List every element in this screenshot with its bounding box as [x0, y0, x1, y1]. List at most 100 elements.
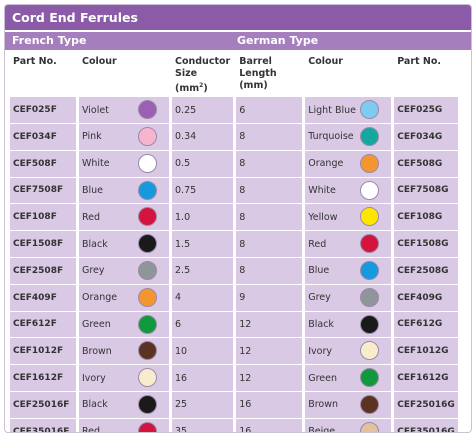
french-colour-name: Green: [82, 318, 111, 330]
french-colour-swatch: [138, 234, 157, 254]
barrel-length: 12: [236, 364, 303, 391]
french-part-number: CEF1612F: [10, 364, 76, 391]
french-colour-swatch: [138, 100, 157, 120]
french-colour-cell: Black: [79, 390, 169, 418]
german-colour-cell: Red: [305, 230, 392, 257]
barrel-length: 16: [236, 390, 303, 418]
german-colour-cell: White: [305, 176, 392, 204]
french-colour-name: Black: [82, 238, 108, 250]
german-part-number: CEF25016G: [394, 390, 459, 418]
conductor-size: 0.34: [172, 122, 234, 150]
german-colour-swatch: [360, 153, 380, 173]
conductor-size: 25: [172, 390, 234, 418]
german-part-number: CEF1012G: [394, 337, 459, 365]
german-part-number: CEF409G: [394, 283, 459, 311]
barrel-length: 8: [236, 122, 303, 150]
french-colour-swatch: [138, 260, 157, 280]
french-colour-swatch: [138, 341, 157, 361]
french-colour-cell: Green: [79, 310, 169, 338]
german-colour-cell: Black: [305, 310, 392, 338]
german-colour-swatch: [360, 314, 380, 334]
conductor-size: 16: [172, 364, 234, 391]
german-colour-cell: Blue: [305, 256, 392, 284]
barrel-length: 8: [236, 149, 303, 177]
german-colour-name: Ivory: [308, 345, 332, 357]
german-colour-name: Light Blue: [308, 104, 356, 116]
conductor-size: 2.5: [172, 256, 234, 284]
conductor-size: 1.5: [172, 230, 234, 257]
french-colour-swatch: [138, 394, 157, 414]
type-header-bar: French Type German Type: [5, 32, 471, 50]
french-colour-name: Red: [82, 426, 101, 433]
french-part-number: CEF25016F: [10, 390, 76, 418]
german-colour-swatch: [360, 234, 380, 254]
table-row: CEF1508F Black 1.5 8 Red CEF1508G: [10, 230, 459, 257]
french-part-number: CEF2508F: [10, 256, 76, 284]
barrel-length: 8: [236, 256, 303, 284]
french-colour-name: Brown: [82, 345, 112, 357]
german-colour-swatch: [360, 394, 380, 414]
german-colour-cell: Yellow: [305, 203, 392, 231]
german-colour-swatch: [360, 126, 380, 146]
table-row: CEF108F Red 1.0 8 Yellow CEF108G: [10, 203, 459, 231]
table-row: CEF409F Orange 4 9 Grey CEF409G: [10, 283, 459, 311]
ferrule-table: Part No. Colour Conductor Size (mm2) Barr…: [7, 52, 461, 433]
french-colour-cell: Blue: [79, 176, 169, 204]
table-row: CEF7508F Blue 0.75 8 White CEF7508G: [10, 176, 459, 204]
table-row: CEF2508F Grey 2.5 8 Blue CEF2508G: [10, 256, 459, 284]
header-barrel-length: Barrel Length (mm): [236, 52, 303, 97]
french-colour-cell: Red: [79, 417, 169, 433]
german-part-number: CEF612G: [394, 310, 459, 338]
french-colour-name: White: [82, 158, 110, 170]
conductor-size: 35: [172, 417, 234, 432]
french-colour-name: Violet: [82, 104, 109, 116]
table-row: CEF35016F Red 35 16 Beige CEF35016G: [10, 417, 459, 433]
header-conductor-size: Conductor Size (mm2): [172, 52, 234, 97]
french-colour-cell: Grey: [79, 256, 169, 284]
german-colour-cell: Beige: [305, 417, 392, 433]
barrel-length: 6: [236, 96, 303, 123]
french-part-number: CEF35016F: [10, 417, 76, 432]
german-part-number: CEF1612G: [394, 364, 459, 391]
french-colour-cell: Ivory: [79, 364, 169, 391]
french-colour-swatch: [138, 368, 157, 388]
french-part-number: CEF508F: [10, 149, 76, 177]
french-part-number: CEF108F: [10, 203, 76, 231]
french-colour-cell: Orange: [79, 283, 169, 311]
french-type-label: French Type: [12, 34, 87, 47]
table-row: CEF508F White 0.5 8 Orange CEF508G: [10, 149, 459, 177]
french-part-number: CEF1508F: [10, 230, 76, 257]
german-colour-name: Orange: [308, 158, 344, 170]
french-colour-swatch: [138, 153, 157, 173]
german-colour-swatch: [360, 180, 380, 200]
german-colour-swatch: [360, 100, 380, 120]
french-colour-name: Red: [82, 211, 101, 223]
table-title: Cord End Ferrules: [5, 5, 471, 30]
table-row: CEF025F Violet 0.25 6 Light Blue CEF025G: [10, 96, 459, 123]
header-colour-french: Colour: [79, 52, 169, 97]
german-colour-cell: Orange: [305, 149, 392, 177]
german-colour-swatch: [360, 207, 380, 227]
ferrule-table-panel: Cord End Ferrules French Type German Typ…: [4, 4, 472, 433]
german-colour-cell: Brown: [305, 390, 392, 418]
german-type-label: German Type: [237, 34, 319, 47]
french-colour-swatch: [138, 314, 157, 334]
german-colour-swatch: [360, 287, 380, 307]
french-colour-cell: Brown: [79, 337, 169, 365]
french-part-number: CEF409F: [10, 283, 76, 311]
french-colour-name: Orange: [82, 292, 118, 304]
french-part-number: CEF7508F: [10, 176, 76, 204]
barrel-length: 12: [236, 337, 303, 365]
german-part-number: CEF025G: [394, 96, 459, 123]
french-colour-name: Blue: [82, 184, 104, 196]
table-row: CEF25016F Black 25 16 Brown CEF25016G: [10, 390, 459, 418]
french-colour-swatch: [138, 126, 157, 146]
table-row: CEF1612F Ivory 16 12 Green CEF1612G: [10, 364, 459, 391]
french-colour-cell: Red: [79, 203, 169, 231]
german-part-number: CEF2508G: [394, 256, 459, 284]
german-colour-name: Black: [308, 318, 334, 330]
german-colour-name: Red: [308, 238, 327, 250]
german-colour-name: Beige: [308, 426, 336, 433]
french-colour-name: Grey: [82, 265, 105, 277]
german-part-number: CEF508G: [394, 149, 459, 177]
